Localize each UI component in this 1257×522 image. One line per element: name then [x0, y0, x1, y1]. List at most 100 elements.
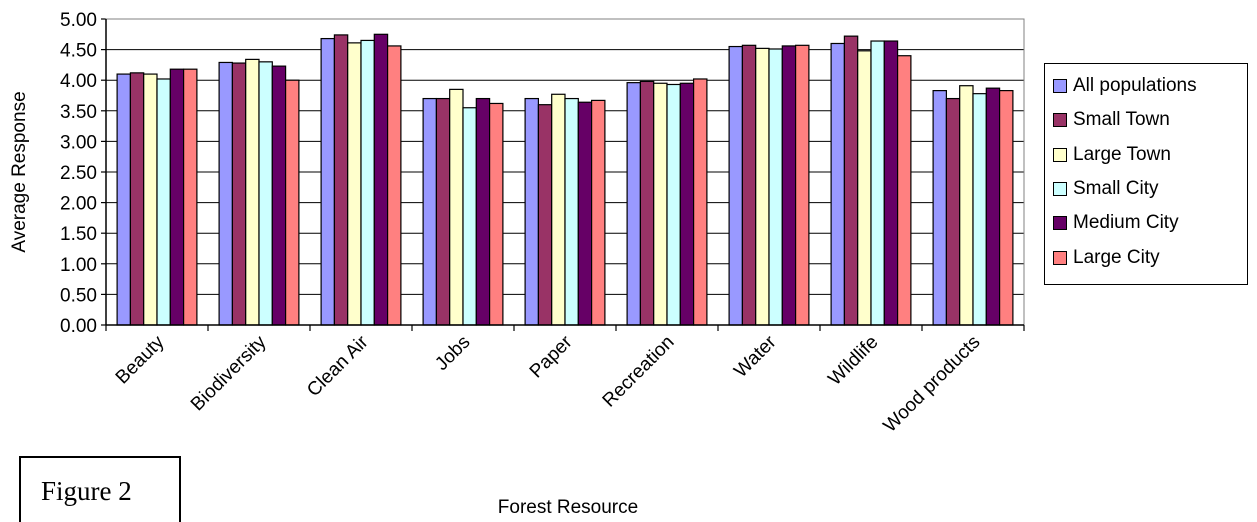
x-tick-label: Wood products — [880, 332, 985, 437]
y-tick-label: 0.50 — [60, 285, 97, 306]
bar — [347, 42, 362, 326]
bar — [320, 37, 336, 326]
legend-swatch — [1053, 147, 1067, 162]
bar — [422, 97, 438, 326]
y-tick-label: 3.00 — [60, 132, 97, 153]
legend-swatch — [1053, 113, 1067, 128]
bar — [781, 45, 797, 326]
x-tick-labels: Beauty Biodiversity Clean Air Jobs Paper Recr… — [112, 331, 985, 436]
legend-label: Large City — [1073, 246, 1160, 268]
bar — [577, 101, 593, 326]
bar — [387, 45, 402, 326]
x-tick-label: Beauty — [112, 331, 169, 388]
y-tick-label: 4.00 — [60, 71, 97, 92]
legend-swatch — [1053, 250, 1067, 265]
bar — [843, 35, 859, 326]
bar — [360, 39, 375, 326]
y-tick-label: 1.00 — [60, 255, 97, 276]
y-tick-label: 2.50 — [60, 163, 97, 184]
figure-label-box: Figure 2 — [19, 456, 181, 522]
x-tick-label: Water — [730, 331, 781, 382]
bar — [883, 40, 899, 326]
y-tick-label: 3.50 — [60, 102, 97, 123]
y-tick-label: 5.00 — [60, 10, 97, 31]
legend-item: All populations — [1053, 72, 1197, 100]
bar — [666, 83, 681, 326]
bar — [755, 47, 770, 326]
bar — [475, 97, 491, 326]
bar — [741, 44, 757, 326]
y-tick-labels: 0.00 0.50 1.00 1.50 2.00 2.50 3.00 3.50 4.00 4.50… — [60, 10, 97, 337]
bar — [143, 73, 158, 326]
bar — [639, 80, 655, 326]
legend-item: Medium City — [1053, 209, 1179, 237]
bar — [156, 78, 171, 326]
bar — [524, 97, 539, 326]
bar — [972, 93, 987, 326]
bar — [679, 82, 695, 326]
bar — [169, 68, 185, 326]
bar — [857, 50, 872, 326]
legend-label: Small City — [1073, 177, 1159, 199]
bar — [830, 42, 845, 326]
x-tick-label: Wildlife — [824, 332, 882, 390]
legend: All populations Small Town Large Town Small… — [1044, 63, 1248, 285]
bar — [590, 99, 606, 326]
y-tick-label: 4.50 — [60, 41, 97, 62]
legend-label: Medium City — [1073, 212, 1179, 234]
legend-item: Large City — [1053, 244, 1160, 272]
x-tick-label: Paper — [526, 331, 577, 382]
bar — [116, 73, 131, 326]
bar — [564, 97, 579, 326]
legend-swatch — [1053, 216, 1067, 231]
bar — [932, 90, 947, 326]
x-tick-label: Recreation — [599, 332, 679, 412]
bar — [462, 107, 477, 326]
legend-item: Small Town — [1053, 106, 1170, 134]
bars — [116, 33, 1014, 326]
bar — [985, 87, 1001, 326]
bar — [959, 85, 974, 326]
axes — [101, 18, 1025, 331]
y-tick-label: 0.00 — [60, 316, 97, 337]
bar — [692, 78, 708, 326]
legend-item: Large Town — [1053, 141, 1171, 169]
bar — [653, 82, 668, 326]
bar — [896, 55, 912, 326]
bar — [245, 58, 260, 326]
bar — [183, 68, 198, 326]
bar — [231, 62, 247, 326]
y-axis-title: Average Response — [9, 91, 30, 252]
legend-label: All populations — [1073, 75, 1197, 96]
bar — [626, 82, 641, 326]
x-tick-label: Biodiversity — [187, 331, 271, 415]
bar — [551, 93, 566, 326]
bar — [945, 97, 961, 326]
bar — [537, 104, 553, 326]
x-axis-title: Forest Resource — [498, 497, 638, 518]
y-tick-label: 1.50 — [60, 224, 97, 245]
bar — [333, 34, 349, 326]
legend-swatch — [1053, 79, 1067, 93]
legend-label: Small Town — [1073, 109, 1170, 131]
legend-swatch — [1053, 181, 1067, 196]
bar — [794, 44, 810, 326]
bar — [728, 45, 743, 326]
bar — [258, 61, 273, 326]
bar — [129, 72, 145, 326]
bar — [449, 88, 464, 326]
bar — [285, 79, 300, 326]
bar — [435, 97, 451, 326]
y-tick-label: 2.00 — [60, 194, 97, 215]
bar — [373, 33, 389, 326]
bar — [998, 90, 1014, 326]
x-tick-label: Clean Air — [303, 331, 373, 401]
legend-label: Large Town — [1073, 143, 1171, 165]
figure-label: Figure 2 — [41, 476, 132, 506]
x-tick-label: Jobs — [431, 332, 474, 375]
bar — [768, 48, 783, 326]
bar — [870, 40, 885, 326]
bar — [489, 102, 504, 326]
bar — [218, 61, 234, 326]
